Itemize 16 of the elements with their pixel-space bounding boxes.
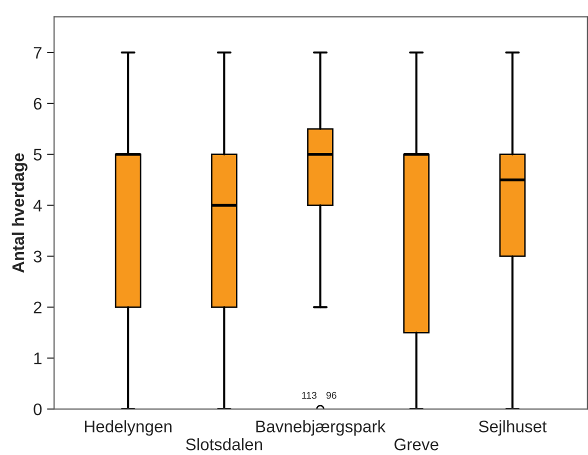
y-tick-label: 2 bbox=[34, 302, 42, 314]
y-tick-label: 3 bbox=[34, 250, 42, 262]
x-tick-label: Sejlhuset bbox=[478, 420, 547, 436]
x-tick-label: Slotsdalen bbox=[186, 438, 262, 450]
y-tick-label: 7 bbox=[34, 47, 42, 59]
annotation: 113 bbox=[302, 392, 316, 399]
y-tick-label: 6 bbox=[34, 98, 42, 110]
y-tick-label: 0 bbox=[34, 403, 42, 416]
annotation: 96 bbox=[326, 392, 336, 399]
x-tick-label: Bavnebjærgspark bbox=[256, 420, 386, 436]
y-tick-label: 5 bbox=[34, 148, 42, 161]
y-tick-label: 4 bbox=[33, 200, 42, 212]
y-axis-title: Antal hverdage bbox=[12, 153, 28, 273]
x-tick-label: Hedelyngen bbox=[84, 420, 172, 436]
y-tick-label: 1 bbox=[34, 352, 42, 364]
x-tick-label: Greve bbox=[394, 438, 438, 450]
